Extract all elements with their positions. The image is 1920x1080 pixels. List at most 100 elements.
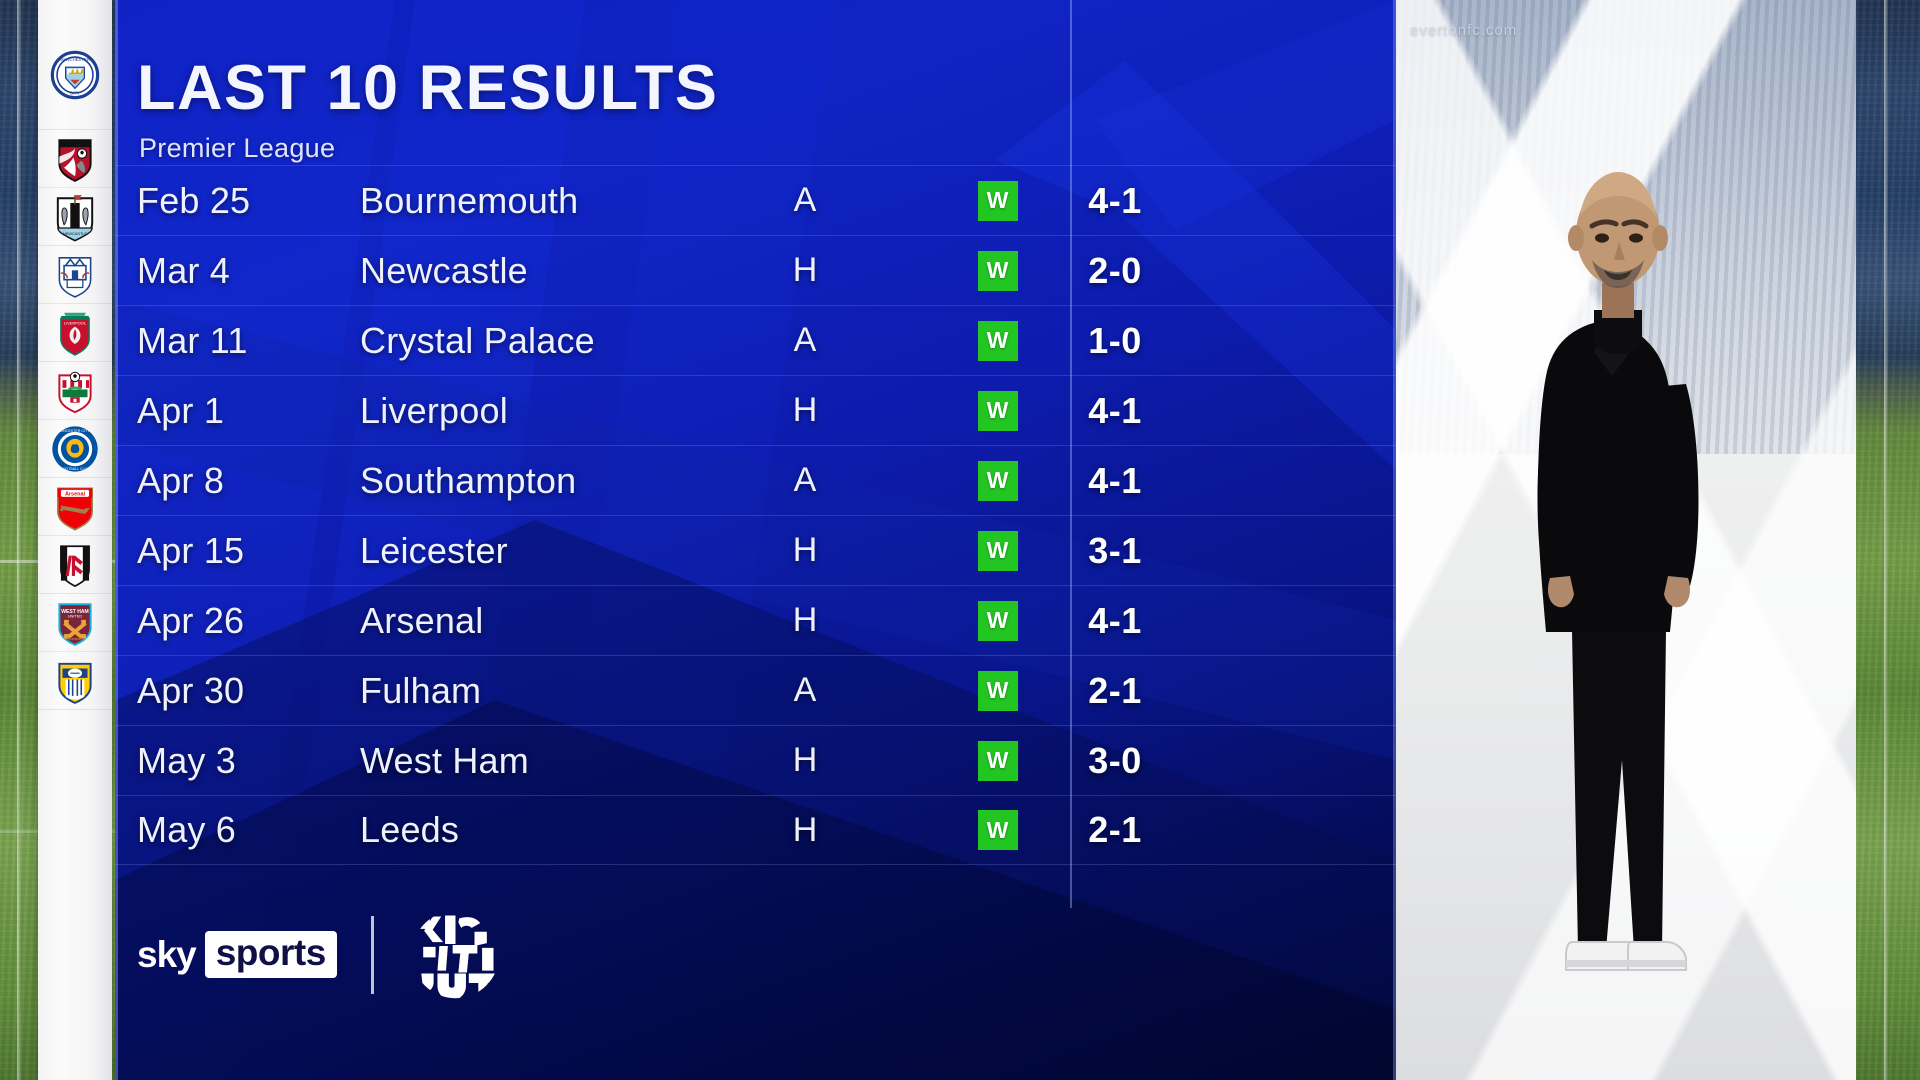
svg-text:LEICESTER CITY: LEICESTER CITY bbox=[60, 428, 90, 432]
cell-date: Mar 11 bbox=[137, 319, 248, 361]
table-row[interactable]: Apr 8 Southampton A W 4-1 bbox=[115, 445, 1396, 515]
liverpool-crest-icon: LIVERPOOL bbox=[60, 312, 90, 356]
leeds-crest-icon bbox=[58, 662, 92, 704]
result-badge: W bbox=[977, 390, 1018, 431]
svg-text:Arsenal: Arsenal bbox=[65, 491, 85, 497]
results-table: Feb 25 Bournemouth A W 4-1 Mar 4 Newcastle H W 2-… bbox=[115, 165, 1396, 865]
cell-result: W bbox=[960, 530, 1035, 571]
cell-score: 4-1 bbox=[1088, 599, 1142, 641]
cell-opponent: West Ham bbox=[360, 739, 529, 781]
table-row[interactable]: Apr 1 Liverpool H W 4-1 bbox=[115, 375, 1396, 445]
cell-date: Apr 8 bbox=[137, 459, 225, 501]
kick-it-out-logo-icon bbox=[417, 915, 498, 999]
cell-date: Mar 4 bbox=[137, 249, 231, 291]
cell-score: 3-0 bbox=[1088, 739, 1142, 781]
cell-result: W bbox=[960, 460, 1035, 501]
cell-score: 2-1 bbox=[1088, 669, 1142, 711]
cell-result: W bbox=[960, 320, 1035, 361]
cell-date: Apr 26 bbox=[137, 599, 245, 641]
cell-date: May 3 bbox=[137, 739, 237, 781]
cell-venue: A bbox=[793, 321, 817, 359]
column-divider bbox=[1070, 0, 1072, 908]
cell-result: W bbox=[960, 250, 1035, 291]
results-panel: LAST 10 RESULTS Premier League Feb 25 Bou… bbox=[115, 0, 1396, 1080]
cell-venue: A bbox=[793, 461, 817, 499]
svg-text:WEST HAM: WEST HAM bbox=[61, 608, 89, 614]
result-badge: W bbox=[977, 600, 1018, 641]
crest-item-west-ham[interactable]: WEST HAM UNITED LONDON bbox=[38, 594, 112, 652]
table-row[interactable]: Apr 15 Leicester H W 3-1 bbox=[115, 515, 1396, 585]
crest-item-man-city[interactable]: MANCHESTER CITY bbox=[38, 20, 112, 130]
crest-rail-spacer bbox=[38, 710, 112, 768]
result-badge: W bbox=[977, 180, 1018, 221]
cell-opponent: Leeds bbox=[360, 809, 460, 850]
cell-result: W bbox=[960, 390, 1035, 431]
stadium-post-left bbox=[17, 0, 21, 1080]
cell-venue: H bbox=[792, 741, 818, 779]
cell-venue: H bbox=[792, 531, 818, 569]
result-badge: W bbox=[977, 320, 1018, 361]
cell-score: 2-1 bbox=[1088, 809, 1142, 850]
footer-logos: sky sports bbox=[137, 907, 503, 1002]
svg-text:MANCHESTER: MANCHESTER bbox=[60, 56, 90, 61]
sky-sports-logo: sky sports bbox=[137, 931, 337, 978]
leicester-crest-icon: LEICESTER CITY FOOTBALL CLUB bbox=[52, 425, 98, 472]
cell-opponent: Crystal Palace bbox=[360, 319, 595, 361]
table-row[interactable]: Mar 4 Newcastle H W 2-0 bbox=[115, 235, 1396, 305]
table-row[interactable]: May 3 West Ham H W 3-0 bbox=[115, 725, 1396, 795]
cell-venue: A bbox=[793, 181, 817, 219]
crest-item-newcastle[interactable]: NEWCASTLE bbox=[38, 188, 112, 246]
cell-result: W bbox=[960, 670, 1035, 711]
cell-date: Apr 15 bbox=[137, 529, 245, 571]
cell-opponent: Liverpool bbox=[360, 389, 508, 431]
crest-item-southampton[interactable] bbox=[38, 362, 112, 420]
svg-text:FOOTBALL CLUB: FOOTBALL CLUB bbox=[60, 467, 90, 471]
crest-item-bournemouth[interactable] bbox=[38, 130, 112, 188]
cell-result: W bbox=[960, 180, 1035, 221]
cell-score: 4-1 bbox=[1088, 459, 1142, 501]
result-badge: W bbox=[977, 740, 1018, 781]
panel-chevron-pattern bbox=[115, 0, 1396, 1080]
panel-left-edge bbox=[115, 0, 118, 1080]
stadium-sliver-right bbox=[1856, 0, 1920, 1080]
west-ham-crest-icon: WEST HAM UNITED LONDON bbox=[58, 602, 92, 646]
sky-wordmark: sky bbox=[137, 933, 197, 975]
cell-result: W bbox=[960, 810, 1035, 850]
cell-date: May 6 bbox=[137, 809, 237, 850]
arsenal-crest-icon: Arsenal bbox=[57, 486, 93, 531]
result-badge: W bbox=[977, 460, 1018, 501]
cell-score: 2-0 bbox=[1088, 249, 1142, 291]
cell-venue: H bbox=[792, 601, 818, 639]
cell-score: 4-1 bbox=[1088, 179, 1142, 221]
crest-item-liverpool[interactable]: LIVERPOOL bbox=[38, 304, 112, 362]
svg-text:UNITED: UNITED bbox=[68, 613, 83, 618]
newcastle-crest-icon: NEWCASTLE bbox=[56, 194, 94, 242]
table-row[interactable]: Apr 30 Fulham A W 2-1 bbox=[115, 655, 1396, 725]
result-badge: W bbox=[977, 810, 1018, 850]
svg-text:CITY: CITY bbox=[70, 90, 82, 95]
manager-cutout bbox=[1537, 172, 1699, 971]
cell-score: 1-0 bbox=[1088, 319, 1142, 361]
crest-item-leicester[interactable]: LEICESTER CITY FOOTBALL CLUB bbox=[38, 420, 112, 478]
result-badge: W bbox=[977, 530, 1018, 571]
hoarding-text: evertonfc.com bbox=[1410, 22, 1518, 39]
table-row[interactable]: Apr 26 Arsenal H W 4-1 bbox=[115, 585, 1396, 655]
cell-opponent: Arsenal bbox=[360, 599, 484, 641]
table-row[interactable]: May 6 Leeds H W 2-1 bbox=[115, 795, 1396, 865]
crest-item-fulham[interactable] bbox=[38, 536, 112, 594]
table-row[interactable]: Mar 11 Crystal Palace A W 1-0 bbox=[115, 305, 1396, 375]
table-row[interactable]: Feb 25 Bournemouth A W 4-1 bbox=[115, 165, 1396, 235]
result-badge: W bbox=[977, 670, 1018, 711]
cell-date: Feb 25 bbox=[137, 179, 251, 221]
panel-right-edge bbox=[1393, 0, 1396, 1080]
svg-text:LONDON: LONDON bbox=[68, 637, 81, 641]
crest-item-crystal-palace[interactable] bbox=[38, 246, 112, 304]
crest-item-arsenal[interactable]: Arsenal bbox=[38, 478, 112, 536]
cell-venue: H bbox=[792, 810, 818, 849]
cell-opponent: Bournemouth bbox=[360, 179, 579, 221]
crest-item-leeds[interactable] bbox=[38, 652, 112, 710]
svg-text:NEWCASTLE: NEWCASTLE bbox=[63, 230, 88, 235]
southampton-crest-icon bbox=[58, 371, 92, 413]
manager-panel: evertonfc.com bbox=[1396, 0, 1856, 1080]
